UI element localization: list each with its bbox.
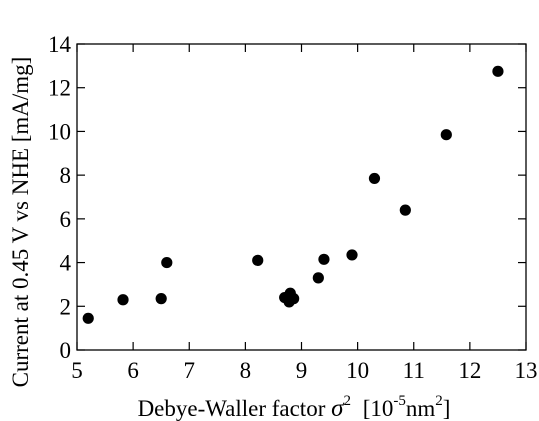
data-point [312,272,324,284]
data-point [252,254,264,266]
data-point [492,65,504,77]
x-axis-unit-sup: 2 [435,393,443,409]
data-point [288,293,300,305]
x-tick-label: 12 [458,358,481,383]
y-tick-label: 4 [60,251,72,276]
y-tick-label: 14 [48,32,72,57]
x-axis-unit-post: ] [443,396,451,421]
data-point [161,256,173,269]
y-tick-label: 10 [48,119,71,144]
x-tick-label: 11 [403,358,425,383]
plot-frame [76,43,527,351]
x-axis-unit-pre: [10 [363,396,394,421]
x-axis-unit-exp: -5 [393,393,406,409]
data-point [399,204,411,216]
x-tick-label: 6 [127,358,139,383]
y-tick-label: 8 [60,163,72,188]
x-tick-label: 8 [240,358,252,383]
x-axis-label-symbol-sup: 2 [343,393,351,409]
tick-labels: 5 6 7 8 9 10 11 12 13 0 2 4 6 8 10 12 14 [48,32,538,383]
data-point [368,172,381,185]
x-axis-label-text: Debye-Waller factor [138,396,326,421]
x-tick-label: 7 [184,358,196,383]
data-point [155,293,167,305]
axis-ticks [76,43,527,351]
y-tick-label: 0 [60,338,72,363]
x-tick-label: 5 [71,358,83,383]
data-point [82,312,94,324]
x-axis-unit-mid: nm [406,396,436,421]
x-tick-label: 9 [296,358,308,383]
y-axis-label: Current at 0.45 V vs NHE [mA/mg] [8,57,33,388]
x-tick-label: 13 [515,358,538,383]
y-tick-label: 2 [60,294,72,319]
x-axis-label: Debye-Waller factor σ2 [10-5nm2] [138,385,451,421]
data-points [82,65,504,324]
data-point [318,253,330,265]
y-tick-label: 12 [48,76,71,101]
data-point [117,294,129,306]
x-axis-label-symbol: σ [331,395,345,421]
y-tick-label: 6 [60,207,72,232]
x-tick-label: 10 [346,358,369,383]
data-point [440,129,452,141]
data-point [346,249,358,261]
